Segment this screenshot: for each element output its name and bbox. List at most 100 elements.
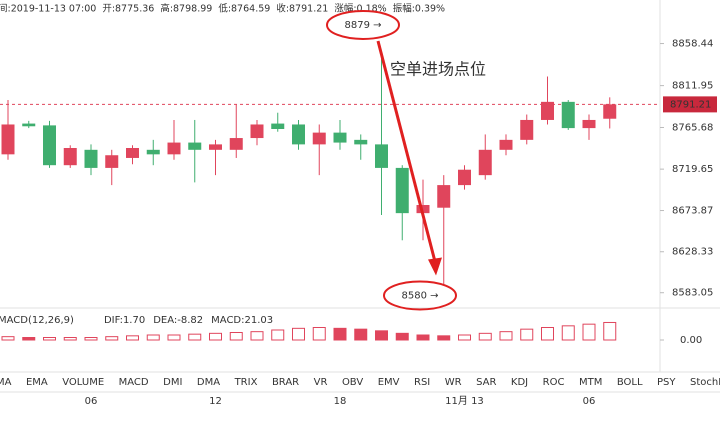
y-tick-label: 8719.65 [672,164,713,175]
info-item: 开:8775.36 [102,4,154,15]
annotation-label: 8580 → [401,290,438,301]
indicator-tab[interactable]: TRIX [234,377,258,388]
last-price-box [663,96,717,113]
candle-body [292,124,305,145]
macd-bar [561,325,575,341]
macd-bar [375,330,388,341]
indicator-dea: DEA:-8.82 [153,315,203,326]
indicator-tab[interactable]: BOLL [617,377,643,388]
candle-body [229,138,243,150]
arrow-shaft [376,40,438,266]
macd-bar [354,328,368,341]
candle-body [22,123,36,127]
indicator-tab[interactable]: MACD [119,377,149,388]
y-tick-label: 8811.95 [672,81,713,92]
candle-body [312,132,326,145]
macd-bar [209,332,222,341]
candle-body [520,119,534,140]
info-item: 振幅:0.39% [393,3,445,15]
info-item: 低:8764.59 [218,3,270,15]
candle-body [250,124,264,139]
macd-bar [582,323,596,341]
candle-body [271,123,285,129]
info-item: 间:2019-11-13 07:00 [0,3,96,15]
indicator-tab[interactable]: MA [0,377,12,388]
last-price-label: 8791.21 [670,99,711,110]
indicator-tab[interactable]: WR [445,377,462,388]
candle-body [416,205,430,214]
y-tick-label: 8858.44 [672,39,713,50]
annotation-circle [326,9,400,40]
candle-body [105,155,119,168]
x-tick-label: 11月 13 [445,395,484,407]
macd-bar [499,331,513,341]
arrow-head [428,257,442,276]
candle-body [437,185,451,208]
candle-body [63,148,77,166]
macd-bar [603,321,617,341]
candle-body [541,101,554,120]
candle-body [395,167,409,214]
y-tick-label: 0.00 [680,335,702,346]
candle-body [188,142,202,150]
y-tick-label: 8673.87 [672,206,713,217]
macd-bar [63,337,77,341]
candle-body [333,132,347,143]
indicator-tab[interactable]: MTM [579,377,602,388]
x-tick-label: 06 [583,396,596,407]
indicator-tab[interactable]: ROC [543,377,565,388]
x-tick-label: 12 [209,396,222,407]
macd-bar [478,332,492,341]
candle-body [458,169,471,186]
annotation-label: 8879 → [344,20,381,31]
candle-body [209,144,222,150]
x-tick-label: 18 [334,396,347,407]
y-tick-label: 8765.68 [672,122,713,133]
indicator-tab[interactable]: BRAR [272,377,299,388]
macd-bar [105,336,119,341]
indicator-tab[interactable]: SAR [476,377,496,388]
indicator-tab[interactable]: EMA [26,377,48,388]
candle-body [354,139,368,145]
indicator-title: MACD(12,26,9) [0,315,74,326]
macd-bar [458,334,471,341]
indicator-tab[interactable]: StochRSI [690,377,720,388]
indicator-tab[interactable]: VOLUME [62,377,104,388]
macd-bar [188,333,202,341]
candle-body [146,149,160,155]
candle-body [603,104,617,119]
indicator-tab[interactable]: EMV [378,377,400,388]
macd-bar [437,335,451,341]
entry-note: 空单进场点位 [390,60,486,79]
candle-body [43,125,56,166]
indicator-tab[interactable]: DMI [163,377,182,388]
indicator-tab[interactable]: RSI [414,377,430,388]
macd-bar [520,328,534,341]
candle-body [478,149,492,176]
candle-body [561,101,575,129]
macd-bar [333,327,347,341]
macd-bar [84,337,98,341]
candle-body [375,144,388,168]
candle-body [84,149,98,168]
info-item: 收:8791.21 [276,3,328,15]
indicator-dif: DIF:1.70 [104,315,145,326]
macd-bar [416,334,430,341]
macd-bar [1,336,15,341]
candle-body [126,148,139,158]
indicator-tab[interactable]: KDJ [511,377,528,388]
y-tick-label: 8583.05 [672,288,713,299]
macd-bar [312,327,326,341]
indicator-tab[interactable]: DMA [197,377,220,388]
candle-body [499,139,513,150]
macd-bar [395,332,409,341]
candle-body [167,142,181,155]
macd-bar [250,331,264,341]
indicator-tab[interactable]: PSY [657,377,676,388]
indicator-tab[interactable]: OBV [342,377,363,388]
macd-bar [43,337,56,341]
indicator-tab[interactable]: VR [314,377,328,388]
x-tick-label: 06 [85,396,98,407]
